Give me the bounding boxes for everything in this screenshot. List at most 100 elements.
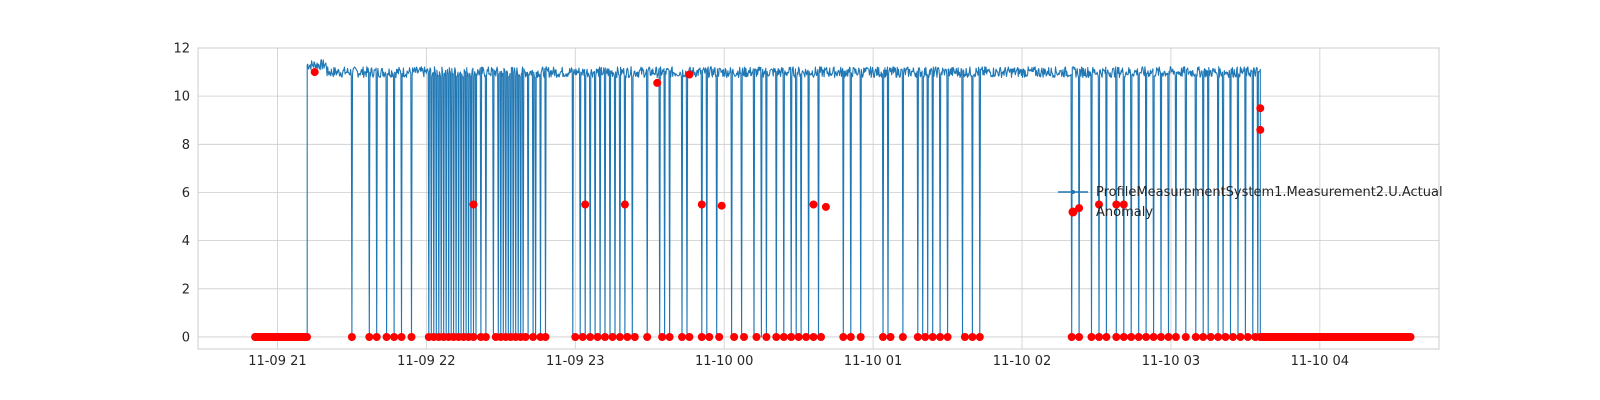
anomaly-point [1256,104,1265,113]
anomaly-point [581,200,590,209]
anomaly-point [1119,333,1128,341]
anomaly-point [608,333,617,341]
anomaly-point [601,333,609,341]
anomaly-point [1119,200,1128,209]
x-tick-label: 11-09 22 [397,354,455,369]
anomaly-point [1221,333,1230,341]
anomaly-point [928,333,937,341]
anomaly-point [1142,333,1151,341]
anomaly-point [665,333,674,341]
anomaly-point [1112,200,1121,209]
anomaly-point [1075,204,1084,213]
anomaly-point [1087,333,1096,341]
x-tick-labels: 11-09 21 11-09 22 11-09 23 11-10 00 11-10 01… [248,354,1349,369]
anomaly-point [643,333,652,341]
legend-label-measurement: ProfileMeasurementSystem1.Measurement2.U… [1096,185,1443,200]
plot-frame [197,47,1440,350]
anomaly-point [839,333,848,341]
anomaly-point [846,333,855,341]
anomaly-point [1191,333,1200,341]
anomaly-point [685,70,694,79]
legend-label-anomaly: Anomaly [1096,205,1153,220]
y-tick-label: 8 [182,138,190,153]
anomaly-point [1127,333,1136,341]
x-tick-label: 11-10 00 [695,354,753,369]
anomaly-point [541,333,550,341]
anomaly-point [1164,333,1173,341]
anomaly-point [390,333,399,341]
anomaly-point-layer [251,68,1415,341]
anomaly-point [685,333,694,341]
anomaly-point [787,333,796,341]
anomaly-point [1067,333,1076,341]
anomaly-point [407,333,416,341]
y-tick-label: 0 [182,330,190,345]
anomaly-point [529,333,538,341]
anomaly-point [469,200,478,209]
x-tick-label: 11-10 03 [1142,354,1200,369]
anomaly-point [886,333,895,341]
anomaly-point [975,333,984,341]
anomaly-point [347,333,356,341]
anomaly-point [740,333,748,341]
anomaly-point [1181,333,1190,341]
y-tick-label: 2 [182,282,190,297]
anomaly-point [817,333,825,341]
anomaly-point [1149,333,1158,341]
anomaly-point [310,68,319,77]
anomaly-point [921,333,930,341]
anomaly-point [630,333,639,341]
anomaly-point [615,333,624,341]
series-line-measurement [306,59,1261,338]
anomaly-point [1199,333,1208,341]
anomaly-point [752,333,761,341]
anomaly-point [772,333,781,341]
anomaly-point [697,200,706,209]
anomaly-point [697,333,706,341]
y-tick-label: 6 [182,186,190,201]
anomaly-point [705,333,714,341]
anomaly-point [586,333,595,341]
anomaly-point [794,333,803,341]
anomaly-point [1256,125,1265,134]
anomaly-point [913,333,922,341]
anomaly-point [802,333,811,341]
anomaly-point [365,333,374,341]
anomaly-point [898,333,907,341]
anomaly-point [1102,333,1111,341]
anomaly-point [382,333,391,341]
anomaly-point [1095,333,1103,341]
anomaly-point [1214,333,1223,341]
anomaly-point [936,333,945,341]
anomaly-point [856,333,865,341]
anomaly-point [1075,333,1084,341]
anomaly-point [372,333,381,341]
anomaly-point [717,201,726,210]
anomaly-point [653,78,662,87]
x-tick-label: 11-10 01 [844,354,902,369]
anomaly-point [968,333,977,341]
anomaly-point [730,333,739,341]
anomaly-point [521,333,530,341]
anomaly-point [821,202,830,211]
legend: ProfileMeasurementSystem1.Measurement2.U… [1058,185,1443,220]
anomaly-point [303,333,311,341]
anomaly-point [809,333,818,341]
anomaly-point [1206,333,1215,341]
legend-line-swatch-marker [1071,190,1075,194]
anomaly-point [1095,200,1103,209]
x-tick-label: 11-09 23 [546,354,604,369]
series-line-layer [306,59,1261,338]
anomaly-point [1251,333,1260,341]
anomaly-point [678,333,686,341]
anomaly-point [1406,333,1415,341]
anomaly-point [1157,333,1165,341]
anomaly-point [1112,333,1121,341]
anomaly-point [1171,333,1180,341]
anomaly-point [658,333,667,341]
x-tick-label: 11-10 04 [1291,354,1349,369]
anomaly-point [1236,333,1245,341]
anomaly-point [397,333,406,341]
anomaly-point [1134,333,1143,341]
anomaly-point [879,333,887,341]
